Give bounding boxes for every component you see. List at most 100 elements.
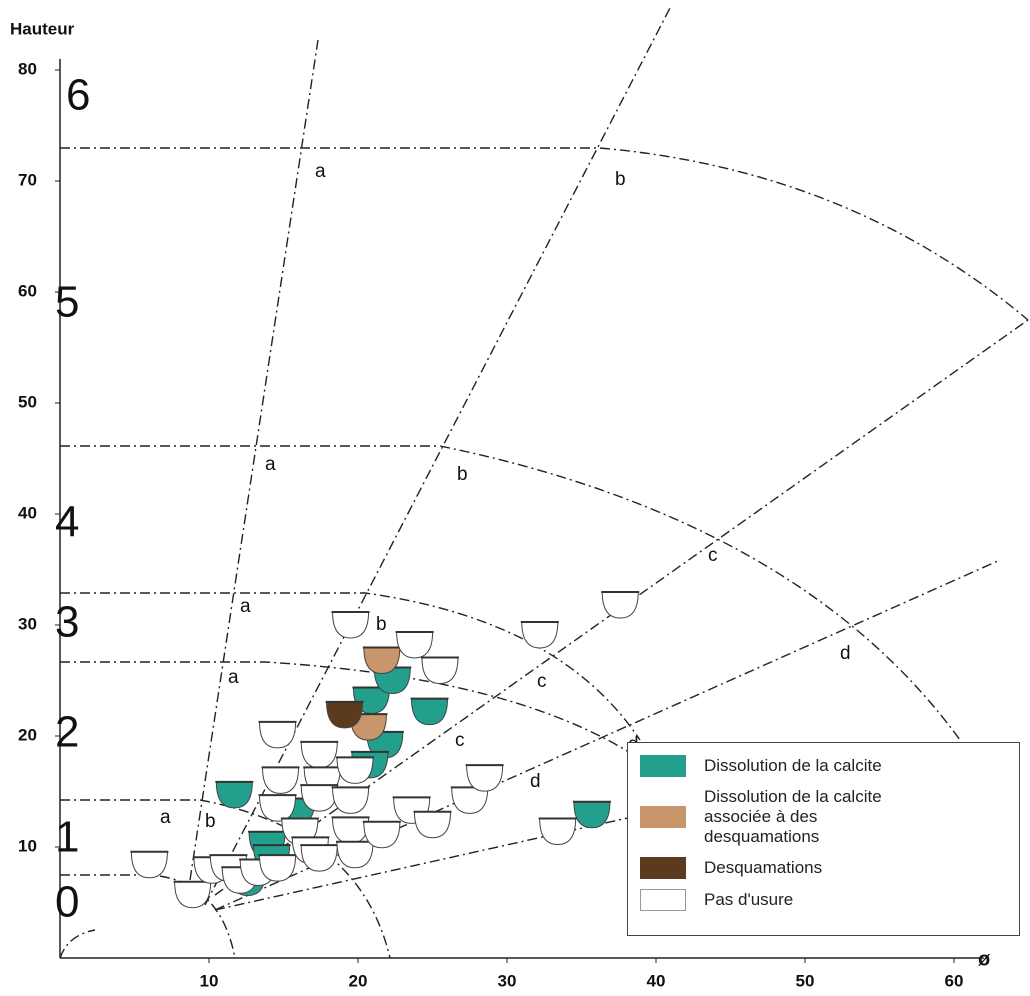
vessel-body (130, 851, 168, 879)
vessel (362, 646, 401, 675)
zone-guide (60, 147, 1029, 321)
vessel-body (396, 631, 434, 659)
legend-label: Dissolution de la calcite associée à des… (704, 787, 882, 846)
vessel (130, 850, 169, 879)
ray-label: a (228, 667, 239, 688)
vessel (331, 816, 370, 844)
vessel-body (300, 844, 338, 872)
vessel-body (573, 801, 611, 829)
vessel-body (326, 701, 364, 729)
ray-label: b (376, 614, 387, 635)
legend-swatch (640, 857, 686, 879)
ray-label: b (457, 464, 468, 485)
legend-label: Desquamations (704, 858, 823, 877)
vessel (258, 794, 297, 822)
x-tick-label: 40 (647, 971, 666, 990)
zone-label: 3 (55, 598, 79, 647)
y-tick-label: 40 (18, 503, 37, 522)
ray-label: d (840, 643, 851, 664)
vessel (325, 700, 364, 729)
ray-label: a (265, 454, 276, 475)
x-tick-label: 10 (200, 971, 219, 990)
legend: Dissolution de la calcite Dissolution de … (627, 742, 1020, 936)
vessel (336, 756, 375, 784)
vessel-body (349, 713, 387, 741)
zone-guide (204, 7, 671, 906)
vessel (331, 786, 370, 814)
vessel (300, 844, 339, 872)
vessel-body (336, 756, 374, 784)
vessel (410, 697, 449, 726)
vessel-body (259, 721, 297, 749)
y-tick-label: 60 (18, 281, 37, 300)
vessel (395, 630, 434, 659)
zone-guide (214, 744, 956, 911)
vessel (258, 720, 297, 749)
vessel (258, 854, 297, 882)
x-tick-label: 50 (796, 971, 815, 990)
y-tick-label: 10 (18, 836, 37, 855)
zone-guide (60, 661, 681, 791)
vessel-body (601, 591, 639, 619)
legend-label: Dissolution de la calcite (704, 756, 882, 775)
x-tick-label: 60 (945, 971, 964, 990)
zone-label: 4 (55, 498, 79, 547)
vessel-body (539, 817, 577, 845)
ray-label: c (537, 671, 547, 692)
vessel (465, 764, 504, 792)
x-axis-label: ø (978, 948, 991, 970)
ray-label: a (160, 807, 171, 828)
ray-label: b (615, 169, 626, 190)
vessel-body (363, 647, 401, 675)
vessel (173, 880, 212, 909)
zone-label: 1 (55, 813, 79, 862)
vessel (413, 810, 452, 839)
vessel-body (332, 611, 370, 639)
legend-label: Pas d'usure (704, 890, 794, 909)
zone-label: 2 (55, 708, 79, 757)
ray-label: c (455, 730, 465, 751)
legend-item: Pas d'usure (640, 889, 1019, 911)
vessel-body (259, 794, 297, 822)
legend-item: Dissolution de la calcite (640, 755, 1019, 777)
legend-swatch (640, 889, 686, 911)
y-tick-label: 70 (18, 170, 37, 189)
zone-label: 6 (66, 71, 90, 120)
vessel-body (259, 854, 297, 882)
legend-item: Desquamations (640, 857, 1019, 879)
vessel (450, 786, 489, 814)
ray-label: c (708, 545, 718, 566)
vessel-body (336, 841, 374, 869)
y-tick-label: 50 (18, 392, 37, 411)
vessel (520, 620, 559, 649)
vessel-body (332, 786, 370, 814)
vessel-body (174, 881, 212, 909)
zone-guide (59, 929, 96, 959)
vessel (261, 766, 300, 794)
vessel-body (421, 657, 459, 685)
x-tick-label: 30 (498, 971, 517, 990)
y-tick-label: 80 (18, 59, 37, 78)
vessel-body (373, 667, 411, 695)
vessel (215, 780, 254, 809)
x-tick-label: 20 (349, 971, 368, 990)
vessel (336, 840, 375, 869)
legend-swatch (640, 806, 686, 828)
vessel (420, 656, 459, 685)
legend-swatch (640, 755, 686, 777)
y-tick-label: 30 (18, 614, 37, 633)
vessel-body (215, 781, 253, 809)
y-tick-label: 20 (18, 725, 37, 744)
vessel (362, 820, 401, 849)
vessel-body (262, 766, 300, 794)
ray-label: a (315, 161, 326, 182)
vessel-body (413, 811, 452, 839)
vessel-body (411, 698, 449, 726)
zone-label: 0 (55, 878, 79, 927)
vessel (331, 611, 370, 639)
vessel (538, 817, 577, 845)
legend-item: Dissolution de la calcite associée à des… (640, 787, 1019, 847)
ray-label: d (530, 771, 541, 792)
